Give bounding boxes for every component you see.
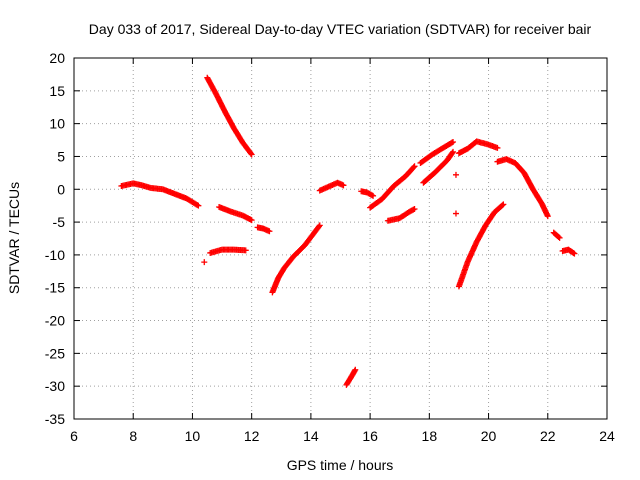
x-tick-label: 18 [422,428,438,444]
data-point [410,164,417,171]
data-point [242,247,249,254]
data-point [248,217,255,224]
data-point [448,139,455,146]
data-point [499,202,506,209]
data-point [411,163,418,170]
y-tick-label: -20 [45,313,65,329]
y-tick-label: 15 [49,83,65,99]
x-tick-label: 6 [70,428,78,444]
y-tick-label: -5 [53,214,66,230]
data-point [449,149,456,156]
x-tick-label: 12 [244,428,260,444]
data-point [411,205,418,212]
data-point [500,201,507,208]
data-point [410,206,417,213]
y-tick-label: 5 [57,148,65,164]
data-points [118,74,578,388]
data-point [544,213,551,220]
y-tick-label: -30 [45,378,65,394]
x-tick-label: 10 [185,428,201,444]
chart-title: Day 033 of 2017, Sidereal Day-to-day VTE… [89,21,592,37]
data-point [494,144,501,151]
y-tick-labels: -35 -30 -25 -20 -15 -10 -5 0 5 10 15 20 [45,50,65,427]
data-point [316,222,323,229]
y-tick-label: -35 [45,411,65,427]
data-point [315,223,322,230]
data-point-isolated [201,259,208,266]
y-axis-title: SDTVAR / TECUs [6,182,22,294]
data-point [555,233,562,240]
y-tick-label: 0 [57,181,65,197]
data-point [370,192,377,199]
data-point [571,250,578,257]
y-tick-label: -25 [45,345,65,361]
x-tick-label: 14 [303,428,319,444]
data-point [340,182,347,189]
y-tick-label: 20 [49,50,65,66]
x-tick-label: 8 [129,428,137,444]
data-point [556,234,563,241]
data-point [195,202,202,209]
y-tick-label: 10 [49,116,65,132]
x-tick-label: 16 [362,428,378,444]
data-point [248,151,255,158]
y-tick-label: -10 [45,247,65,263]
x-tick-label: 20 [481,428,497,444]
data-point [266,228,273,235]
data-point-isolated [452,171,459,178]
tick-marks [73,57,608,420]
plot-frame [73,57,608,420]
grid [74,58,607,419]
x-tick-labels: 6 8 10 12 14 16 18 20 22 24 [70,428,615,444]
data-point [352,366,359,373]
data-point [450,139,457,146]
x-tick-label: 24 [599,428,615,444]
data-point [368,192,375,199]
data-point [570,249,577,256]
x-tick-label: 22 [540,428,556,444]
data-point-isolated [452,210,459,217]
x-axis-title: GPS time / hours [287,457,394,473]
y-tick-label: -15 [45,280,65,296]
data-point [247,150,254,157]
data-point [194,201,201,208]
data-point [450,148,457,155]
